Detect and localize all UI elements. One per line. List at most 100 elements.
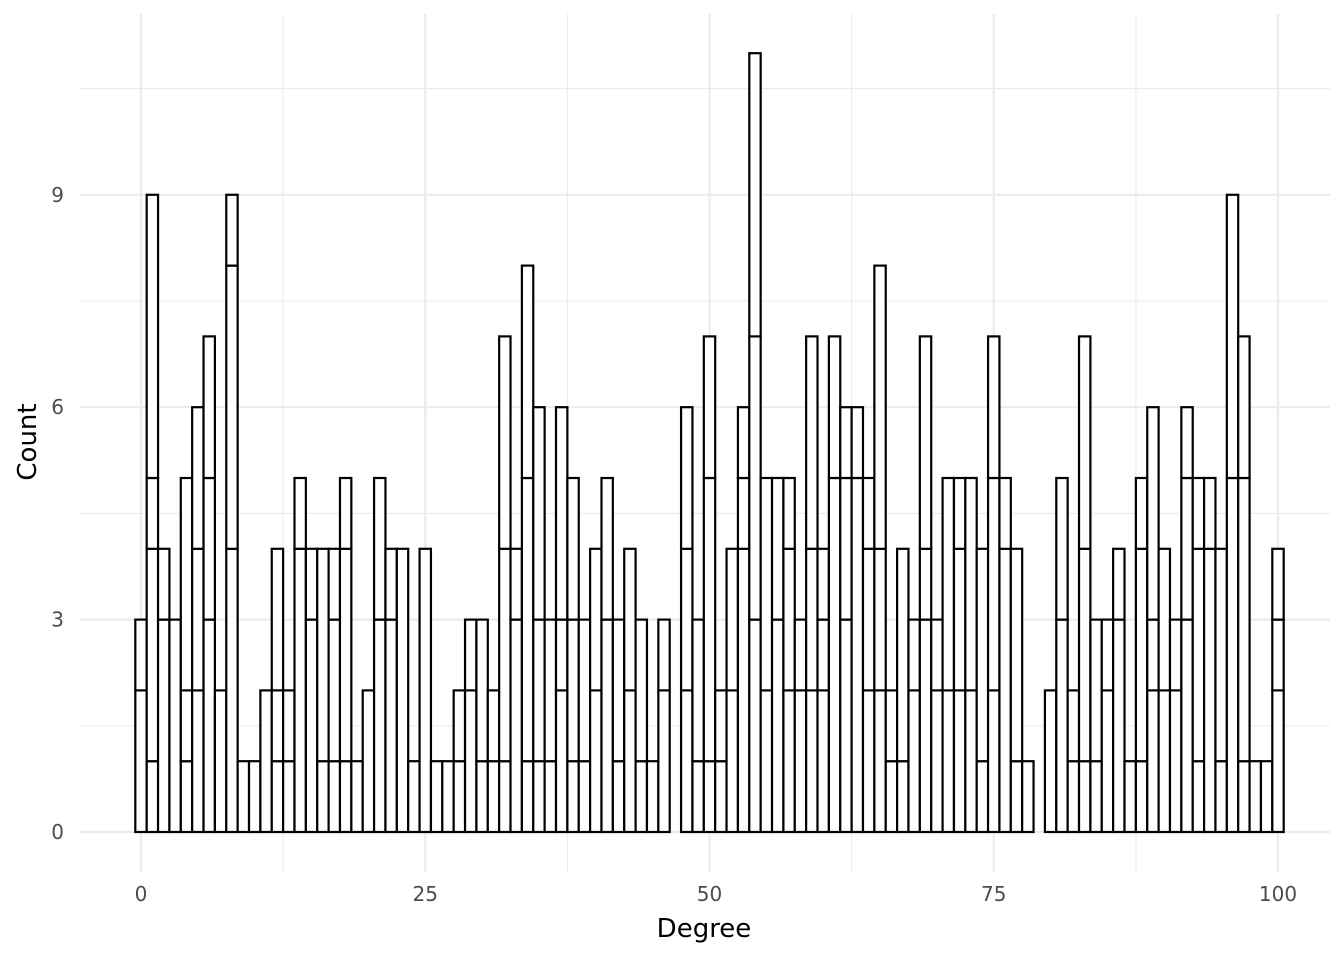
histogram-bar-segment — [304, 547, 319, 621]
histogram-bar-segment — [850, 406, 865, 480]
histogram-bar-segment — [702, 476, 717, 763]
histogram-bar-segment — [361, 689, 376, 834]
histogram-bar-segment — [736, 406, 751, 480]
histogram-bar-segment — [407, 760, 421, 834]
histogram-bar-segment — [350, 760, 364, 834]
histogram-bar-segment — [1055, 618, 1069, 834]
histogram-bar-segment — [1089, 760, 1103, 834]
histogram-bar-segment — [1202, 547, 1217, 834]
histogram-bar-segment — [475, 618, 489, 763]
histogram-bar-segment — [918, 547, 933, 621]
histogram-bar-segment — [1225, 193, 1240, 480]
x-axis-tick-labels: 0 25 50 75 100 — [135, 882, 1297, 906]
histogram-bar-segment — [1077, 335, 1092, 550]
histogram-bar-segment — [1271, 689, 1285, 834]
histogram-bar-segment — [964, 689, 978, 834]
histogram-bar-segment — [827, 476, 842, 834]
histogram-bar-segment — [691, 760, 705, 834]
histogram-bar-segment — [1271, 547, 1285, 621]
histogram-bar-segment — [316, 547, 330, 763]
histogram-bar-segment — [600, 476, 614, 621]
histogram-bar-segment — [293, 476, 307, 550]
histogram-bar-segment — [861, 689, 876, 834]
histogram-bar-segment — [759, 476, 774, 692]
histogram-bar-segment — [702, 335, 717, 480]
histogram-bar-segment — [782, 476, 796, 550]
histogram-bar-segment — [282, 689, 296, 763]
histogram-bar-segment — [816, 618, 830, 692]
histogram-bar-segment — [679, 547, 694, 692]
histogram-bar-segment — [884, 689, 899, 763]
histogram-bar-segment — [805, 335, 819, 550]
histogram-bar-segment — [145, 547, 160, 763]
histogram-bar-segment — [1180, 406, 1194, 480]
histogram-bar-segment — [1112, 618, 1126, 834]
histogram-bar-segment — [1157, 689, 1172, 834]
histogram-bar-segment — [736, 547, 751, 834]
histogram-bar-segment — [782, 547, 796, 692]
histogram-bar-segment — [270, 760, 285, 834]
histogram-bar-segment — [1055, 476, 1069, 621]
histogram-bar-segment — [566, 476, 580, 621]
histogram-bar-segment — [543, 760, 558, 834]
histogram-bar-segment — [861, 476, 876, 550]
histogram-bar-segment — [225, 264, 239, 550]
histogram-bar-segment — [520, 476, 535, 763]
histogram-bar-segment — [452, 689, 467, 763]
histogram-bar-segment — [577, 760, 592, 834]
histogram-bar-segment — [1089, 618, 1103, 763]
histogram-bar-segment — [657, 689, 671, 834]
y-axis-title: Count — [13, 403, 43, 480]
histogram-bar-segment — [611, 760, 626, 834]
histogram-bar-segment — [191, 547, 205, 692]
histogram-bar-segment — [1214, 760, 1228, 834]
histogram-bar-segment — [247, 760, 262, 834]
histogram-bar-segment — [543, 618, 558, 763]
histogram-bar-segment — [986, 689, 1001, 834]
y-tick-label: 6 — [51, 395, 64, 419]
histogram-bar-segment — [156, 618, 171, 834]
histogram-bar-segment — [270, 689, 285, 763]
histogram-bar-segment — [827, 335, 842, 480]
y-axis-tick-labels: 0 3 6 9 — [51, 183, 64, 844]
histogram-bar-segment — [589, 689, 603, 834]
histogram-bar-segment — [748, 52, 762, 338]
histogram-bar-segment — [679, 406, 694, 550]
histogram-bar-segment — [498, 760, 512, 834]
histogram-bar-segment — [429, 760, 444, 834]
histogram-bar-segment — [338, 476, 353, 550]
histogram-bar-segment — [748, 335, 762, 621]
histogram-bar-segment — [179, 689, 194, 763]
histogram-bar-segment — [1237, 476, 1251, 763]
histogram-bar-segment — [372, 618, 387, 834]
histogram-bar-segment — [884, 760, 899, 834]
histogram-bar-segment — [725, 547, 740, 692]
histogram-bar-segment — [577, 618, 592, 763]
histogram-bar-segment — [918, 335, 933, 550]
histogram-bar-segment — [850, 476, 865, 834]
histogram-bar-segment — [236, 760, 251, 834]
histogram-bar-segment — [145, 193, 160, 480]
histogram-bar-segment — [134, 689, 148, 834]
histogram-bar-segment — [930, 689, 944, 834]
histogram-bar-segment — [1237, 335, 1251, 480]
histogram-bar-segment — [475, 760, 489, 834]
histogram-bar-segment — [338, 547, 353, 763]
histogram-bar-segment — [1237, 760, 1251, 834]
x-tick-label: 50 — [697, 882, 722, 906]
histogram-bar-segment — [1043, 689, 1058, 834]
histogram-bar-segment — [202, 618, 217, 834]
histogram-bar-segment — [1077, 760, 1092, 834]
histogram-bar-segment — [384, 618, 398, 834]
y-tick-label: 9 — [51, 183, 64, 207]
histogram-bar-segment — [1100, 618, 1115, 692]
histogram-bar-segment — [509, 618, 523, 834]
histogram-bar-segment — [793, 689, 808, 834]
histogram-bar-segment — [1225, 476, 1240, 834]
histogram-bar-segment — [941, 476, 956, 692]
histogram-bar-segment — [1191, 547, 1206, 763]
x-tick-label: 25 — [413, 882, 438, 906]
histogram-bar-segment — [486, 689, 501, 763]
histogram-bar-segment — [714, 760, 728, 834]
histogram-bar-segment — [1168, 689, 1183, 834]
